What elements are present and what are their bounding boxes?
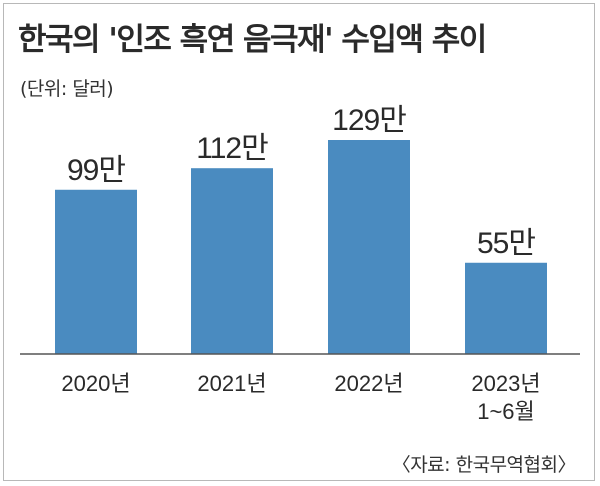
unit-note: (단위: 달러) bbox=[20, 78, 114, 100]
x-tick-label-2: 2022년 bbox=[334, 371, 403, 396]
x-tick-label-0: 2020년 bbox=[61, 371, 130, 396]
data-label-3: 55만 bbox=[477, 227, 535, 260]
bar-1 bbox=[191, 168, 273, 354]
chart-title: 한국의 '인조 흑연 음극재' 수입액 추이 bbox=[18, 22, 487, 58]
bar-2 bbox=[328, 140, 410, 354]
bar-0 bbox=[55, 189, 137, 354]
x-tick-label-3-line-0: 2023년 bbox=[471, 371, 540, 396]
data-label-1: 112만 bbox=[196, 132, 268, 165]
x-tick-label-3-line-1: 1~6월 bbox=[477, 399, 535, 424]
data-label-2: 129만 bbox=[332, 104, 406, 137]
bar-3 bbox=[465, 262, 547, 354]
data-label-0: 99만 bbox=[67, 154, 125, 187]
x-tick-label-1: 2021년 bbox=[197, 371, 266, 396]
source-note: 〈자료: 한국무역협회〉 bbox=[391, 454, 577, 476]
